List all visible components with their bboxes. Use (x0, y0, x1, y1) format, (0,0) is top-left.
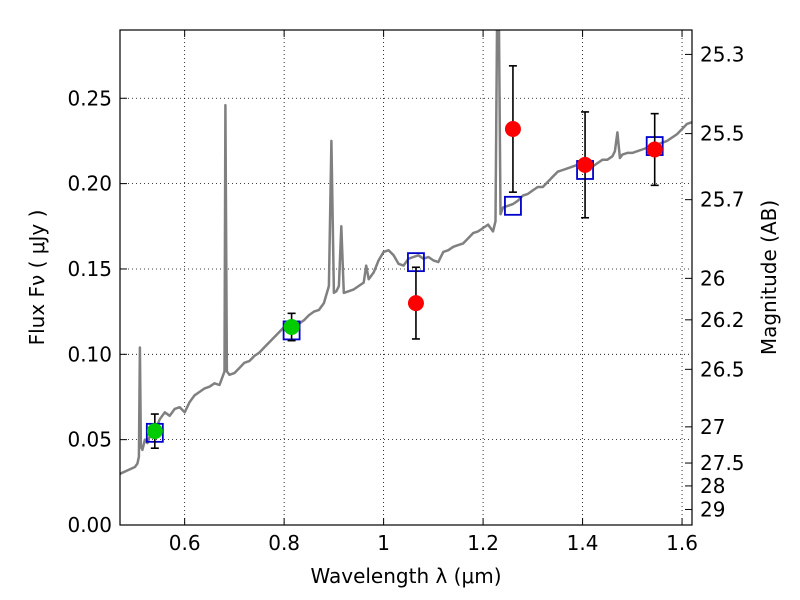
x-tick-label: 1.4 (567, 531, 599, 555)
observed-red-point (504, 121, 521, 137)
model-spectrum-line (120, 30, 692, 475)
observed-red-point (407, 295, 424, 312)
right-tick-label: 26.2 (700, 308, 745, 332)
y-tick-label: 0.15 (67, 257, 112, 281)
model-photometry-square (504, 195, 522, 216)
y-tick-label: 0.25 (67, 86, 112, 110)
right-tick-label: 25.7 (700, 188, 745, 212)
spectrum-layer (120, 30, 692, 475)
y-axis-label-left: Flux Fν ( μJy ) (25, 210, 49, 346)
observed-red-point (577, 156, 594, 173)
observed-green-point (283, 319, 300, 335)
right-tick-label: 27.5 (700, 451, 745, 475)
y-axis-label-right: Magnitude (AB) (757, 200, 781, 355)
x-tick-label: 1 (377, 531, 390, 555)
right-tick-label: 29 (700, 497, 725, 521)
labels-layer: Wavelength λ (μm) Flux Fν ( μJy ) Magnit… (25, 200, 781, 588)
plot-frame (119, 29, 693, 526)
right-tick-label: 25.5 (700, 122, 745, 146)
x-tick-label: 1.6 (666, 531, 698, 555)
x-tick-label: 0.8 (268, 531, 300, 555)
ticks-layer: 0.6 0.8 1 1.2 1.4 1.6 0.00 0.05 0.10 0.15 0.20 0.25… (67, 30, 745, 555)
grid (120, 30, 692, 526)
right-tick-label: 26 (700, 266, 725, 290)
x-tick-label: 1.2 (467, 531, 499, 555)
right-tick-label: 25.3 (700, 42, 745, 66)
observed-red-point (646, 141, 663, 158)
y-tick-label: 0.10 (67, 342, 112, 366)
markers-layer (145, 65, 664, 449)
x-axis-label: Wavelength λ (μm) (310, 564, 501, 588)
y-tick-label: 0.05 (67, 428, 112, 452)
y-tick-label: 0.20 (67, 172, 112, 196)
observed-green-point (146, 423, 163, 440)
right-tick-label: 28 (700, 474, 725, 498)
x-tick-label: 0.6 (169, 531, 201, 555)
y-tick-label: 0.00 (67, 513, 112, 537)
right-tick-label: 26.5 (700, 357, 745, 381)
right-tick-label: 27 (700, 415, 725, 439)
